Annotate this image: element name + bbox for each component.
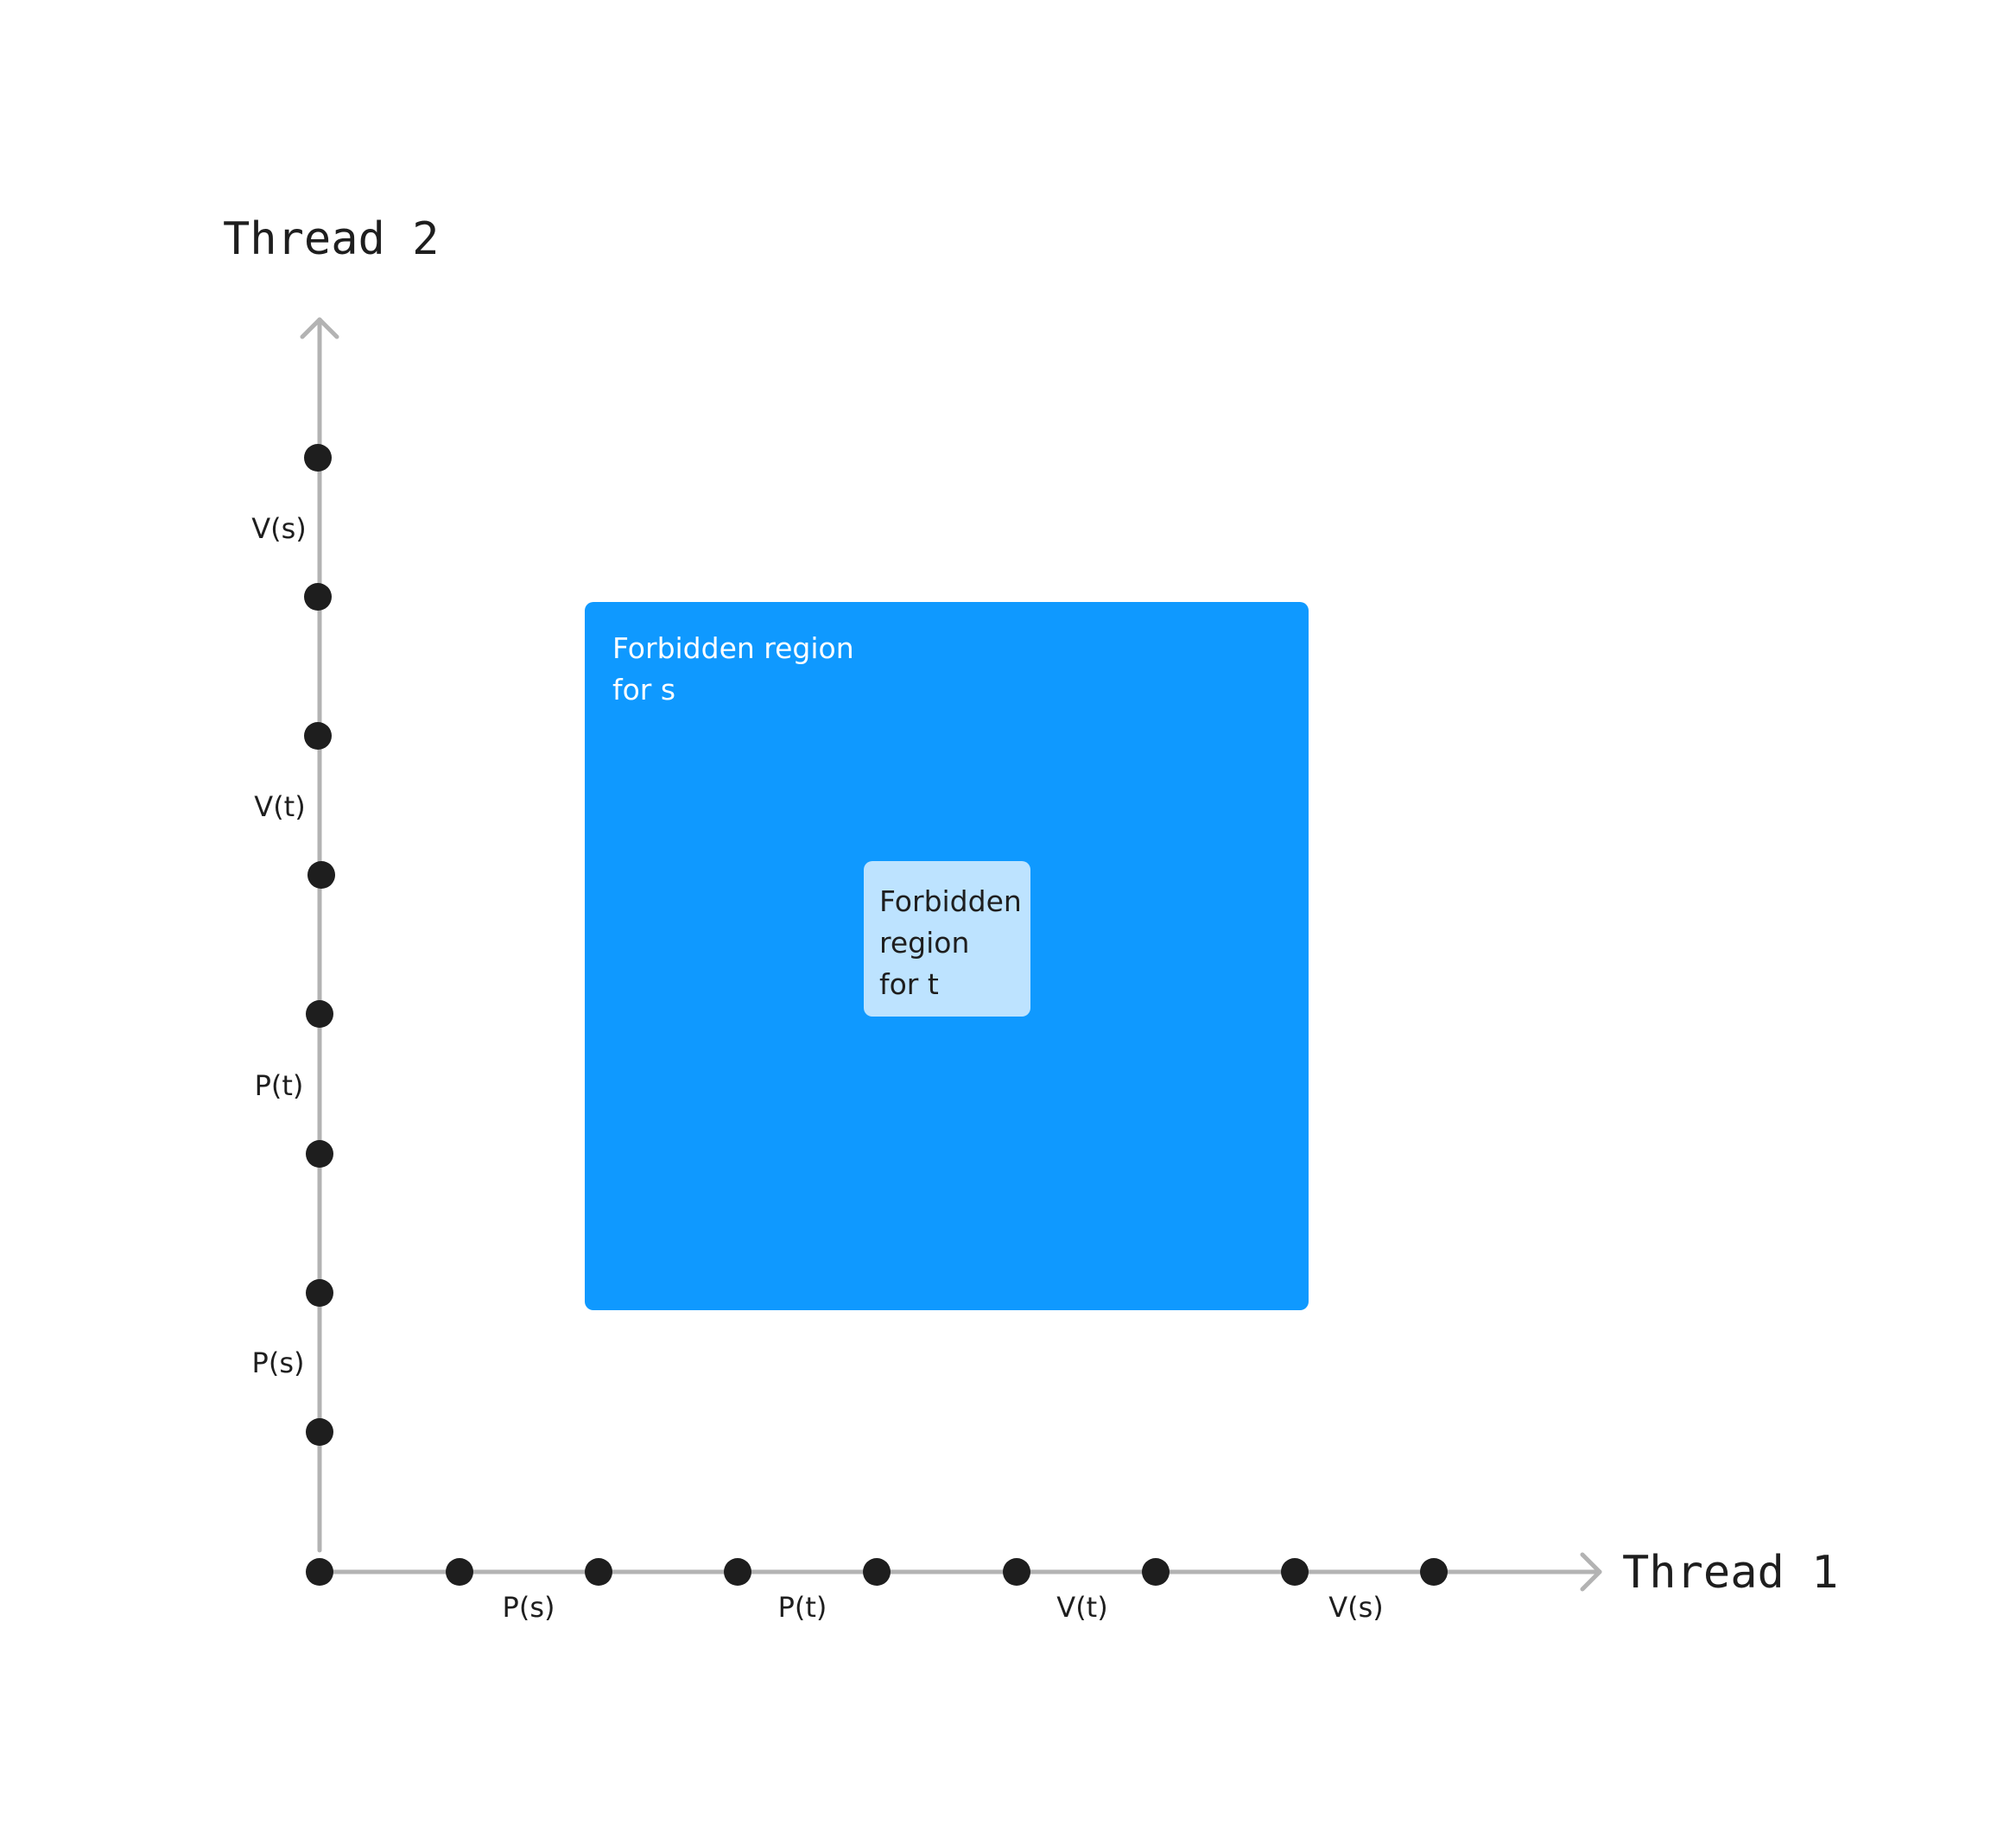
y-axis-title: Thread 2 bbox=[223, 213, 439, 265]
y-segment-label: P(s) bbox=[252, 1346, 305, 1379]
x-dot-5 bbox=[1003, 1558, 1030, 1586]
y-dot-8 bbox=[304, 444, 332, 472]
x-dot-4 bbox=[863, 1558, 891, 1586]
forbidden-region-t: Forbidden region for t bbox=[864, 861, 1030, 1017]
forbidden-region-t-line-2: region bbox=[879, 926, 969, 960]
y-dot-6 bbox=[304, 722, 332, 750]
x-segment-label: V(s) bbox=[1328, 1591, 1384, 1624]
x-segment-labels: P(s) P(t) V(t) V(s) bbox=[503, 1591, 1384, 1624]
x-dot-1 bbox=[446, 1558, 473, 1586]
y-segment-label: V(s) bbox=[251, 512, 307, 545]
x-axis-title: Thread 1 bbox=[1622, 1547, 1838, 1599]
x-segment-label: P(t) bbox=[778, 1591, 827, 1624]
forbidden-region-s-line-1: Forbidden region bbox=[612, 631, 854, 665]
forbidden-region-t-line-1: Forbidden bbox=[879, 884, 1022, 918]
forbidden-region-t-line-3: for t bbox=[879, 967, 939, 1001]
x-dot-6 bbox=[1142, 1558, 1170, 1586]
y-segment-label: P(t) bbox=[255, 1069, 304, 1102]
x-dot-8 bbox=[1420, 1558, 1448, 1586]
x-segment-label: P(s) bbox=[503, 1591, 555, 1624]
x-dot-2 bbox=[585, 1558, 612, 1586]
y-dot-4 bbox=[306, 1000, 333, 1028]
x-dot-7 bbox=[1281, 1558, 1309, 1586]
origin-dot bbox=[306, 1558, 333, 1586]
y-dot-7 bbox=[304, 583, 332, 611]
y-dot-2 bbox=[306, 1279, 333, 1307]
x-dot-3 bbox=[724, 1558, 751, 1586]
y-segment-label: V(t) bbox=[254, 790, 305, 823]
x-segment-label: V(t) bbox=[1056, 1591, 1107, 1624]
y-dot-3 bbox=[306, 1140, 333, 1168]
forbidden-region-s-line-2: for s bbox=[612, 673, 675, 706]
y-dot-5 bbox=[307, 861, 335, 889]
y-dot-1 bbox=[306, 1418, 333, 1446]
y-segment-labels: P(s) P(t) V(t) V(s) bbox=[251, 512, 307, 1379]
